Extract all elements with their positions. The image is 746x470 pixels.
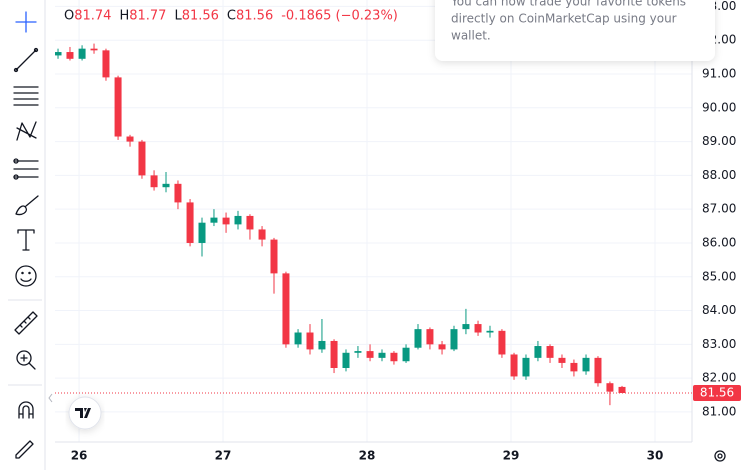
candle-body <box>198 222 206 243</box>
forecast-tool[interactable] <box>13 158 39 180</box>
candle-body <box>66 52 74 59</box>
candle-body <box>606 383 614 392</box>
x-tick-label: 29 <box>503 449 520 463</box>
candle-body <box>246 215 254 230</box>
candle-body <box>222 217 230 225</box>
ruler-tool[interactable] <box>14 311 38 335</box>
magnet-tool[interactable] <box>18 401 34 419</box>
legend-text: 81.77 <box>129 9 166 24</box>
toolbar <box>8 0 53 470</box>
candle-body <box>234 215 242 225</box>
candle-body <box>594 357 602 384</box>
legend-text: H <box>119 9 129 24</box>
y-tick-label: 89.00 <box>702 134 736 148</box>
candle-body <box>306 332 314 350</box>
candle-body <box>534 346 542 358</box>
candle-body <box>258 229 266 240</box>
candle-body <box>474 324 482 333</box>
candle-body <box>294 332 302 345</box>
settings-icon[interactable] <box>714 450 726 462</box>
candle-body <box>55 52 62 56</box>
candle-body <box>390 352 398 362</box>
candle-body <box>510 354 518 377</box>
candle-body <box>498 330 506 355</box>
legend-text: 81.74 <box>74 9 111 24</box>
y-tick-label: 84.00 <box>702 303 736 317</box>
candle-body <box>114 77 122 137</box>
legend-text: -0.1865 (−0.23%) <box>281 9 398 24</box>
x-tick-label: 30 <box>647 449 664 463</box>
notice-line: wallet. <box>451 29 491 43</box>
candle-body <box>318 340 326 350</box>
legend-text: L <box>174 9 182 24</box>
brush-tool[interactable] <box>15 195 39 216</box>
candle-body <box>90 48 98 51</box>
candle-body <box>450 329 458 350</box>
candles <box>55 43 626 406</box>
candle-body <box>186 202 194 243</box>
candle-body <box>210 217 218 223</box>
candle-body <box>138 141 146 176</box>
x-tick-label: 27 <box>215 449 232 463</box>
candle-body <box>522 357 530 377</box>
candle-body <box>78 48 86 59</box>
candle-body <box>558 357 566 363</box>
candle-body <box>366 351 374 358</box>
legend-text: 81.56 <box>236 9 273 24</box>
notice-line: You can now trade your favorite tokens <box>450 0 686 9</box>
candle-body <box>342 352 350 368</box>
candle-body <box>126 136 134 142</box>
candle-body <box>582 357 590 372</box>
collapse-toolbar[interactable] <box>48 393 53 403</box>
candle-body <box>618 386 626 394</box>
y-tick-label: 82.00 <box>702 371 736 385</box>
candle-body <box>174 183 182 203</box>
candle-body <box>282 273 290 345</box>
x-tick-label: 26 <box>71 449 88 463</box>
y-tick-label: 81.00 <box>702 404 736 418</box>
y-tick-label: 86.00 <box>702 235 736 249</box>
trend-line-tool[interactable] <box>13 47 39 73</box>
notice-popup: You can now trade your favorite tokens d… <box>435 0 715 61</box>
candle-body <box>426 329 434 345</box>
candle-body <box>486 330 494 333</box>
crosshair-tool[interactable] <box>15 11 37 33</box>
y-tick-label: 87.00 <box>702 202 736 216</box>
last-price-badge <box>693 385 741 402</box>
legend-text: O <box>64 9 74 24</box>
candle-body <box>162 183 170 188</box>
candle-body <box>354 351 362 353</box>
y-tick-label: 90.00 <box>702 100 736 114</box>
notice-line: directly on CoinMarketCap using your <box>451 12 677 26</box>
y-tick-label: 83.00 <box>702 337 736 351</box>
candle-body <box>462 324 470 330</box>
tradingview-logo <box>68 396 102 430</box>
emoji-tool[interactable] <box>15 265 37 287</box>
y-tick-label: 91.00 <box>702 67 736 81</box>
pattern-tool[interactable] <box>16 121 37 141</box>
candle-body <box>546 346 554 358</box>
y-tick-label: 88.00 <box>702 168 736 182</box>
candle-body <box>414 329 422 348</box>
candle-body <box>438 344 446 350</box>
candle-body <box>402 347 410 362</box>
candle-body <box>270 239 278 274</box>
lock-draw-tool[interactable] <box>15 440 34 459</box>
legend-text: 81.56 <box>182 9 219 24</box>
fib-tool[interactable] <box>13 86 39 106</box>
legend-text: C <box>227 9 236 24</box>
zoom-tool[interactable] <box>16 350 36 370</box>
candle-body <box>150 175 158 188</box>
ohlc-legend: O 81.74 H 81.77 L 81.56 C 81.56 -0.1865 (−0.23%) <box>64 9 398 24</box>
candle-body <box>378 352 386 358</box>
x-tick-label: 28 <box>359 449 376 463</box>
y-tick-label: 85.00 <box>702 269 736 283</box>
last-price-label: 81.56 <box>700 386 734 400</box>
candle-body <box>102 50 110 78</box>
text-tool[interactable] <box>17 229 35 251</box>
candle-body <box>570 362 578 372</box>
candle-body <box>330 340 338 368</box>
